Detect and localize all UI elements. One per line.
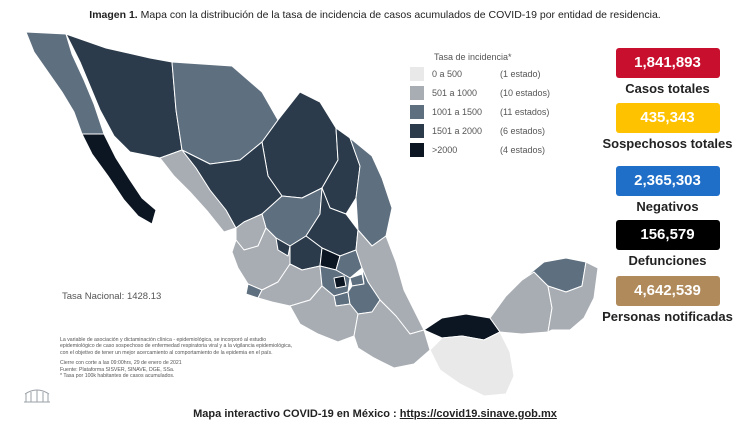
legend-item: 1501 a 2000 (6 estados) <box>410 121 580 140</box>
note-source: Fuente: Plataforma SISVER, SINAVE, DGE, … <box>60 366 175 373</box>
legend-count: (4 estados) <box>500 144 546 155</box>
page-title: Imagen 1. Mapa con la distribución de la… <box>0 9 750 21</box>
legend-range: 1501 a 2000 <box>432 125 483 136</box>
legend-item: 501 a 1000 (10 estados) <box>410 83 580 102</box>
legend-count: (11 estados) <box>500 106 550 117</box>
legend-swatch <box>410 85 424 100</box>
legend-range: >2000 <box>432 144 458 155</box>
legend-swatch <box>410 66 424 81</box>
note-footnote: * Tasa por 100k habitantes de casos acum… <box>60 373 175 380</box>
state-hidalgo[interactable] <box>335 249 363 279</box>
note-line: epidemiológico de caso sospechoso de enf… <box>60 343 293 350</box>
stat-value-box: 156,579 <box>615 220 720 250</box>
state-guerrero[interactable] <box>289 285 359 343</box>
state-cdmx[interactable] <box>333 275 347 289</box>
footer-label: Mapa interactivo COVID-19 en México : <box>193 408 397 420</box>
legend-range: 1001 a 1500 <box>432 106 483 117</box>
note-cutoff: Cierre con corte a las 09:00hrs, 29 de e… <box>60 360 182 367</box>
methodology-note: La variable de asociación y dictaminació… <box>60 337 345 379</box>
state-aguascalientes[interactable] <box>275 237 291 257</box>
map-legend: Tasa de incidencia* 0 a 500 (1 estado) 5… <box>410 52 580 159</box>
footer: Mapa interactivo COVID-19 en México : ht… <box>0 408 750 420</box>
footer-link[interactable]: https://covid19.sinave.gob.mx <box>399 408 557 420</box>
note-line: La variable de asociación y dictaminació… <box>60 337 267 343</box>
title-label: Imagen 1. <box>89 9 138 21</box>
stat-personas-notificadas: 4,642,539 Personas notificadas <box>600 276 735 324</box>
legend-range: 501 a 1000 <box>432 87 478 98</box>
stat-value-box: 2,365,303 <box>615 166 720 196</box>
legend-swatch <box>410 123 424 138</box>
legend-title: Tasa de incidencia* <box>434 52 512 62</box>
note-line: con el objetivo de tener un mejor acerca… <box>60 349 273 356</box>
stat-label: Casos totales <box>625 81 710 96</box>
title-text: Mapa con la distribución de la tasa de i… <box>140 9 661 21</box>
legend-item: 1001 a 1500 (11 estados) <box>410 102 580 121</box>
stat-defunciones: 156,579 Defunciones <box>600 220 735 268</box>
government-logo-icon <box>24 389 50 403</box>
stat-label: Sospechosos totales <box>602 136 733 151</box>
state-chiapas[interactable] <box>429 331 515 397</box>
stat-value-box: 1,841,893 <box>615 48 720 78</box>
national-rate: Tasa Nacional: 1428.13 <box>62 291 162 302</box>
stat-sospechosos: 435,343 Sospechosos totales <box>600 103 735 151</box>
legend-item: >2000 (4 estados) <box>410 140 580 159</box>
stat-casos-totales: 1,841,893 Casos totales <box>600 48 735 96</box>
legend-count: (1 estado) <box>500 68 541 79</box>
legend-item: 0 a 500 (1 estado) <box>410 64 580 83</box>
legend-swatch <box>410 142 424 157</box>
state-baja-california-sur[interactable] <box>81 133 157 225</box>
stat-label: Defunciones <box>628 253 707 268</box>
stat-value-box: 4,642,539 <box>615 276 720 306</box>
stat-negativos: 2,365,303 Negativos <box>600 166 735 214</box>
stat-label: Negativos <box>636 199 699 214</box>
stat-value-box: 435,343 <box>615 103 720 133</box>
legend-count: (6 estados) <box>500 125 546 136</box>
stat-label: Personas notificadas <box>602 309 733 324</box>
legend-range: 0 a 500 <box>432 68 463 79</box>
state-quintana-roo[interactable] <box>547 261 599 333</box>
legend-swatch <box>410 104 424 119</box>
legend-count: (10 estados) <box>500 87 551 98</box>
